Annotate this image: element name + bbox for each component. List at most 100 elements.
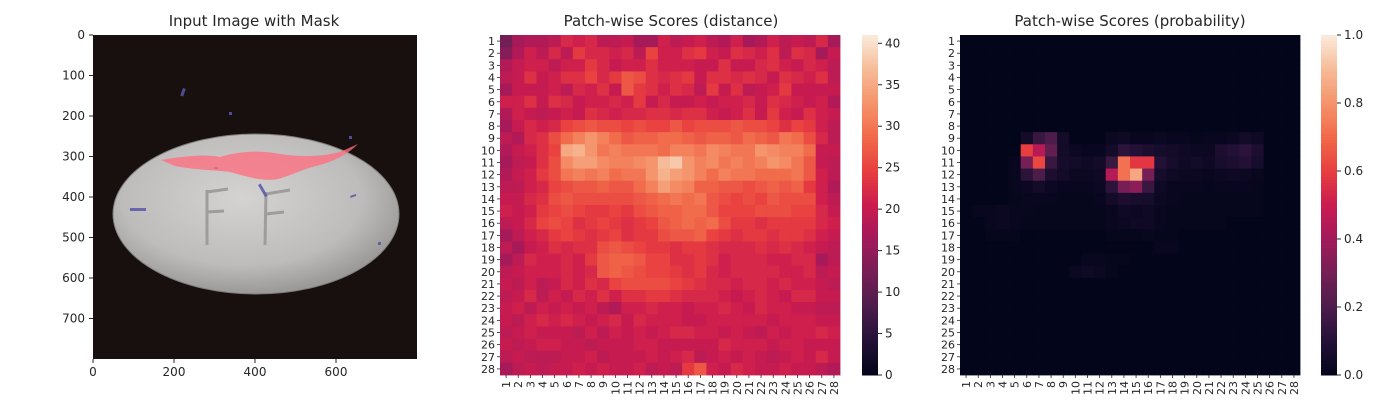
colorbar-band [1321, 202, 1337, 206]
heatmap-cell [1142, 338, 1155, 352]
probability-colorbar: 0.00.20.40.60.81.0 [1321, 28, 1363, 382]
heatmap-cell [536, 71, 549, 84]
heatmap-cell [645, 314, 659, 327]
heatmap-cell [718, 59, 732, 72]
heatmap-cell [1081, 241, 1094, 254]
heatmap-cell [500, 314, 513, 327]
heatmap-cell [524, 156, 537, 169]
heatmap-cell [1130, 71, 1143, 84]
colorbar-band [1321, 309, 1337, 314]
col-label: 4 [537, 381, 550, 388]
heatmap-cell [670, 290, 683, 303]
heatmap-cell [657, 180, 671, 194]
colorbar-band [862, 261, 878, 265]
heatmap-cell [572, 144, 586, 157]
heatmap-cell [1045, 253, 1058, 267]
heatmap-cell [560, 59, 574, 72]
row-label: 20 [941, 266, 955, 279]
col-label: 18 [1167, 381, 1180, 395]
heatmap-cell [1263, 314, 1277, 327]
heatmap-cell [767, 217, 780, 230]
heatmap-cell [500, 168, 513, 182]
heatmap-cell [1166, 83, 1179, 97]
heatmap-cell [984, 338, 997, 352]
heatmap-cell [1227, 253, 1240, 267]
heatmap-cell [1117, 217, 1131, 230]
heatmap-cell [1081, 192, 1094, 206]
heatmap-cell [1263, 326, 1277, 339]
heatmap-cell [827, 241, 841, 254]
heatmap-cell [1117, 35, 1131, 48]
colorbar-band [862, 91, 878, 95]
heatmap-cell [1093, 144, 1107, 157]
heatmap-cell [815, 229, 829, 242]
colorbar-band [862, 83, 878, 87]
heatmap-cell [585, 314, 598, 327]
heatmap-cell [767, 168, 780, 182]
heatmap-cell [1263, 205, 1277, 218]
heatmap-cell [560, 192, 574, 206]
heatmap-cell [803, 302, 817, 315]
heatmap-cell [803, 59, 817, 72]
colorbar-band [862, 244, 878, 248]
heatmap-cell [512, 180, 525, 194]
heatmap-cell [779, 168, 792, 182]
heatmap-cell [767, 95, 780, 109]
heatmap-cell [670, 35, 683, 48]
heatmap-cell [730, 217, 744, 230]
colorbar-band [1321, 264, 1337, 268]
heatmap-cell [815, 338, 829, 352]
heatmap-cell [621, 253, 634, 267]
heatmap-cell [1202, 205, 1216, 218]
heatmap-cell [1239, 132, 1252, 145]
col-label: 17 [694, 381, 707, 395]
heatmap-cell [718, 338, 732, 352]
col-label: 19 [719, 381, 732, 395]
colorbar-band [1321, 66, 1337, 70]
heatmap-cell [1081, 302, 1094, 315]
colorbar-band [862, 54, 878, 59]
heatmap-cell [1239, 241, 1252, 254]
heatmap-cell [560, 205, 574, 218]
heatmap-cell [1081, 47, 1094, 60]
colorbar-band [862, 253, 878, 257]
colorbar-band [1321, 247, 1337, 251]
heatmap-cell [1227, 47, 1240, 60]
heatmap-cell [767, 107, 780, 121]
heatmap-cell [1178, 338, 1192, 352]
heatmap-cell [984, 47, 997, 60]
colorbar-band [1321, 341, 1337, 345]
col-label: 28 [828, 381, 841, 395]
heatmap-cell [512, 265, 525, 279]
colorbar-band [862, 352, 878, 356]
heatmap-cell [657, 217, 671, 230]
heatmap-cell [1202, 168, 1216, 182]
heatmap-cell [1166, 314, 1179, 327]
colorbar-band [1321, 224, 1337, 229]
heatmap-cell [730, 156, 744, 169]
heatmap-cell [585, 168, 598, 182]
heatmap-cell [742, 302, 756, 315]
heatmap-cell [1032, 120, 1046, 133]
heatmap-cell [1154, 47, 1167, 60]
heatmap-cell [1287, 290, 1301, 303]
heatmap-cell [1287, 132, 1301, 145]
heatmap-cell [1069, 326, 1082, 339]
heatmap-cell [657, 277, 671, 291]
heatmap-cell [1008, 241, 1022, 254]
heatmap-cell [1239, 168, 1252, 182]
heatmap-cell [536, 265, 549, 279]
heatmap-cell [1105, 83, 1119, 97]
heatmap-cell [609, 205, 622, 218]
heatmap-cell [609, 180, 622, 194]
heatmap-cell [827, 59, 841, 72]
heatmap-cell [1251, 35, 1264, 48]
heatmap-cell [560, 326, 574, 339]
heatmap-cell [560, 362, 574, 376]
heatmap-cell [1142, 290, 1155, 303]
colorbar-band [862, 290, 878, 294]
heatmap-cell [670, 302, 683, 315]
row-label: 3 [488, 59, 495, 72]
heatmap-cell [767, 132, 780, 145]
